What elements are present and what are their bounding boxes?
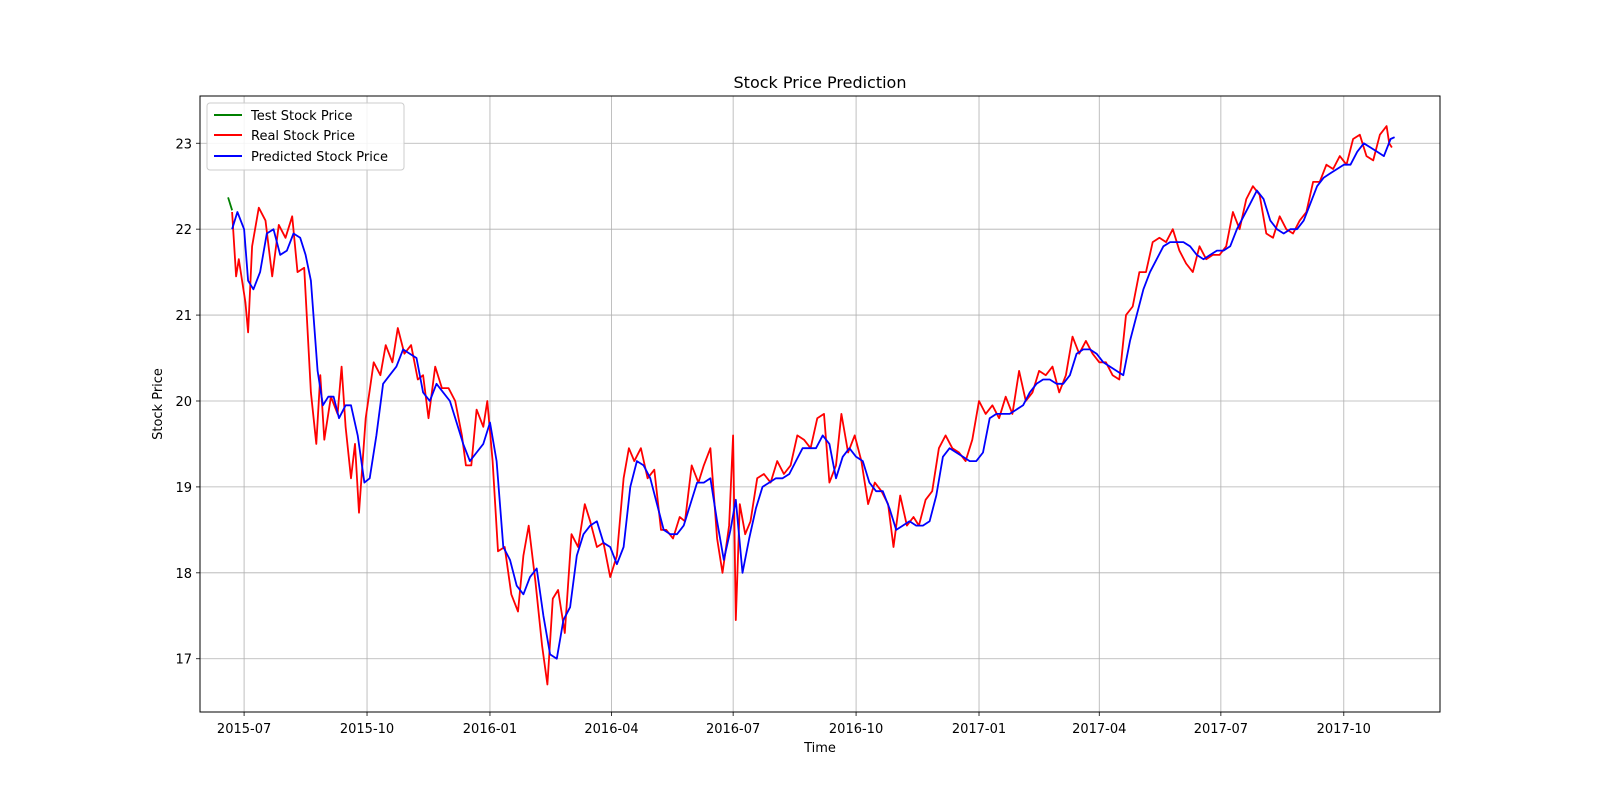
y-axis-label: Stock Price <box>151 368 166 440</box>
chart-title: Stock Price Prediction <box>734 73 907 92</box>
x-tick-label: 2016-04 <box>584 722 638 737</box>
legend-label-predicted: Predicted Stock Price <box>251 150 388 165</box>
series-line-real-stock-price <box>231 125 1393 686</box>
legend-label-test: Test Stock Price <box>250 109 353 124</box>
x-tick-label: 2016-07 <box>706 722 760 737</box>
y-tick-label: 23 <box>175 137 192 152</box>
x-tick-label: 2017-07 <box>1194 722 1248 737</box>
plot-frame <box>199 95 1441 713</box>
ticks: 2015-07 2015-10 2016-01 2016-04 2016-07 2016-… <box>175 137 1371 737</box>
x-axis-label: Time <box>803 741 836 756</box>
x-tick-label: 2016-01 <box>463 722 517 737</box>
y-tick-label: 22 <box>175 223 192 238</box>
x-tick-label: 2017-10 <box>1317 722 1371 737</box>
legend: Test Stock Price Real Stock Price Predic… <box>206 102 405 171</box>
legend-box <box>206 102 405 171</box>
y-tick-label: 17 <box>175 653 192 668</box>
series-layer <box>227 125 1395 686</box>
y-tick-label: 21 <box>175 309 192 324</box>
y-tick-label: 19 <box>175 481 192 496</box>
y-tick-label: 18 <box>175 567 192 582</box>
legend-label-real: Real Stock Price <box>251 129 355 144</box>
y-tick-label: 20 <box>175 395 192 410</box>
series-line-test-stock-price <box>227 197 233 211</box>
x-tick-label: 2015-07 <box>217 722 271 737</box>
series-line-predicted-stock-price <box>231 136 1395 660</box>
x-tick-label: 2015-10 <box>340 722 394 737</box>
x-tick-label: 2017-04 <box>1072 722 1126 737</box>
x-tick-label: 2017-01 <box>952 722 1006 737</box>
x-tick-label: 2016-10 <box>829 722 883 737</box>
grid <box>200 96 1440 712</box>
